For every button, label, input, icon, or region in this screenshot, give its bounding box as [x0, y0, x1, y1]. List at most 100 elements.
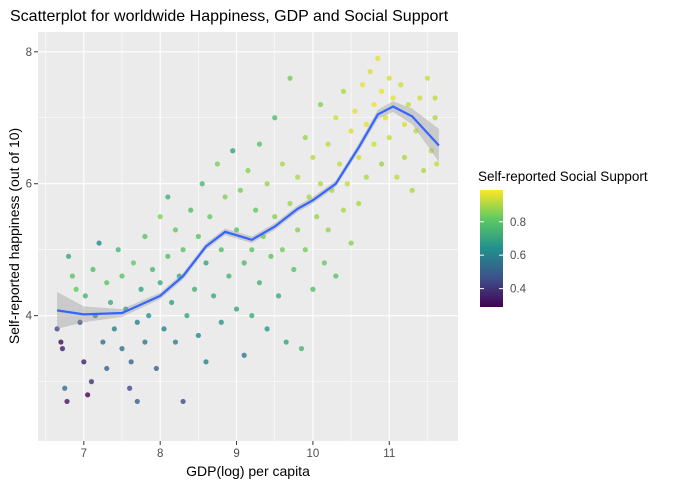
data-point	[375, 55, 381, 61]
data-point	[85, 392, 91, 398]
data-point	[138, 286, 144, 292]
data-point	[275, 293, 282, 299]
data-point	[333, 115, 339, 121]
data-point	[59, 346, 66, 352]
data-point	[64, 398, 70, 405]
data-point	[104, 280, 110, 286]
data-point	[62, 385, 68, 391]
data-point	[317, 181, 324, 187]
legend-tick-label: 0.6	[510, 250, 526, 262]
data-point	[218, 319, 224, 325]
data-point	[142, 339, 148, 345]
data-point	[256, 280, 263, 286]
data-point	[352, 108, 358, 114]
data-point	[161, 326, 167, 332]
data-point	[96, 240, 102, 246]
data-point	[115, 247, 121, 253]
data-point	[149, 266, 156, 273]
data-point	[432, 115, 438, 121]
data-point	[287, 200, 293, 207]
data-point	[428, 148, 434, 154]
data-point	[119, 273, 125, 279]
data-point	[356, 200, 362, 207]
data-point	[348, 240, 354, 246]
data-point	[413, 128, 419, 134]
data-point	[100, 339, 106, 345]
data-point	[153, 365, 159, 372]
data-point	[233, 227, 240, 233]
data-point	[111, 326, 117, 332]
data-point	[329, 187, 335, 193]
data-point	[302, 247, 308, 253]
data-point	[321, 260, 327, 266]
data-point	[142, 233, 148, 240]
data-point	[128, 359, 134, 365]
data-point	[317, 101, 324, 108]
data-point	[287, 75, 293, 81]
data-point	[127, 385, 133, 391]
data-point	[379, 161, 385, 167]
y-tick-label: 4	[26, 311, 33, 323]
data-point	[81, 359, 87, 365]
data-point	[325, 141, 331, 147]
data-point	[107, 299, 114, 306]
x-tick-label: 8	[157, 448, 163, 460]
data-point	[249, 247, 255, 253]
data-point	[272, 115, 278, 121]
data-point	[333, 273, 339, 279]
data-point	[382, 115, 389, 121]
scatter-points	[54, 55, 440, 405]
data-point	[58, 339, 64, 345]
data-point	[146, 313, 152, 319]
y-axis: 4 6 8	[26, 47, 38, 323]
data-point	[298, 346, 305, 352]
data-point	[325, 227, 331, 233]
data-point	[237, 187, 243, 193]
data-point	[214, 161, 221, 167]
data-point	[233, 306, 240, 312]
data-point	[157, 214, 163, 220]
data-point	[394, 174, 400, 180]
data-point	[279, 161, 285, 167]
data-point	[401, 121, 408, 127]
data-point	[180, 247, 186, 253]
data-point	[386, 75, 392, 81]
data-point	[434, 161, 440, 167]
data-point	[222, 194, 228, 200]
data-point	[337, 161, 343, 167]
data-point	[340, 207, 347, 213]
data-point	[241, 352, 247, 358]
data-point	[401, 154, 408, 160]
legend-ticks: 0.4 0.6 0.8	[480, 217, 527, 296]
data-point	[172, 339, 179, 345]
data-point	[169, 299, 175, 306]
data-point	[314, 214, 320, 220]
data-point	[65, 253, 72, 259]
data-point	[104, 365, 110, 372]
data-point	[291, 266, 297, 273]
data-point	[230, 148, 236, 154]
legend-tick-label: 0.4	[510, 284, 527, 296]
data-point	[54, 326, 60, 332]
data-point	[249, 313, 255, 319]
data-point	[77, 319, 83, 325]
data-point	[134, 319, 140, 325]
loess-line	[56, 105, 440, 316]
data-point	[398, 82, 404, 88]
data-point	[306, 194, 312, 200]
chart-title: Scatterplot for worldwide Happiness, GDP…	[10, 8, 449, 25]
data-point	[302, 134, 308, 141]
data-point	[73, 286, 79, 292]
data-point	[264, 181, 270, 187]
data-point	[119, 346, 125, 352]
legend-tick-label: 0.8	[510, 217, 526, 229]
data-point	[245, 167, 251, 174]
smooth-line	[56, 101, 440, 329]
y-tick-label: 6	[26, 179, 32, 191]
data-point	[356, 154, 362, 160]
data-point	[310, 286, 316, 292]
data-point	[432, 95, 438, 101]
data-point	[241, 260, 247, 266]
x-axis-label: GDP(log) per capita	[186, 463, 310, 479]
